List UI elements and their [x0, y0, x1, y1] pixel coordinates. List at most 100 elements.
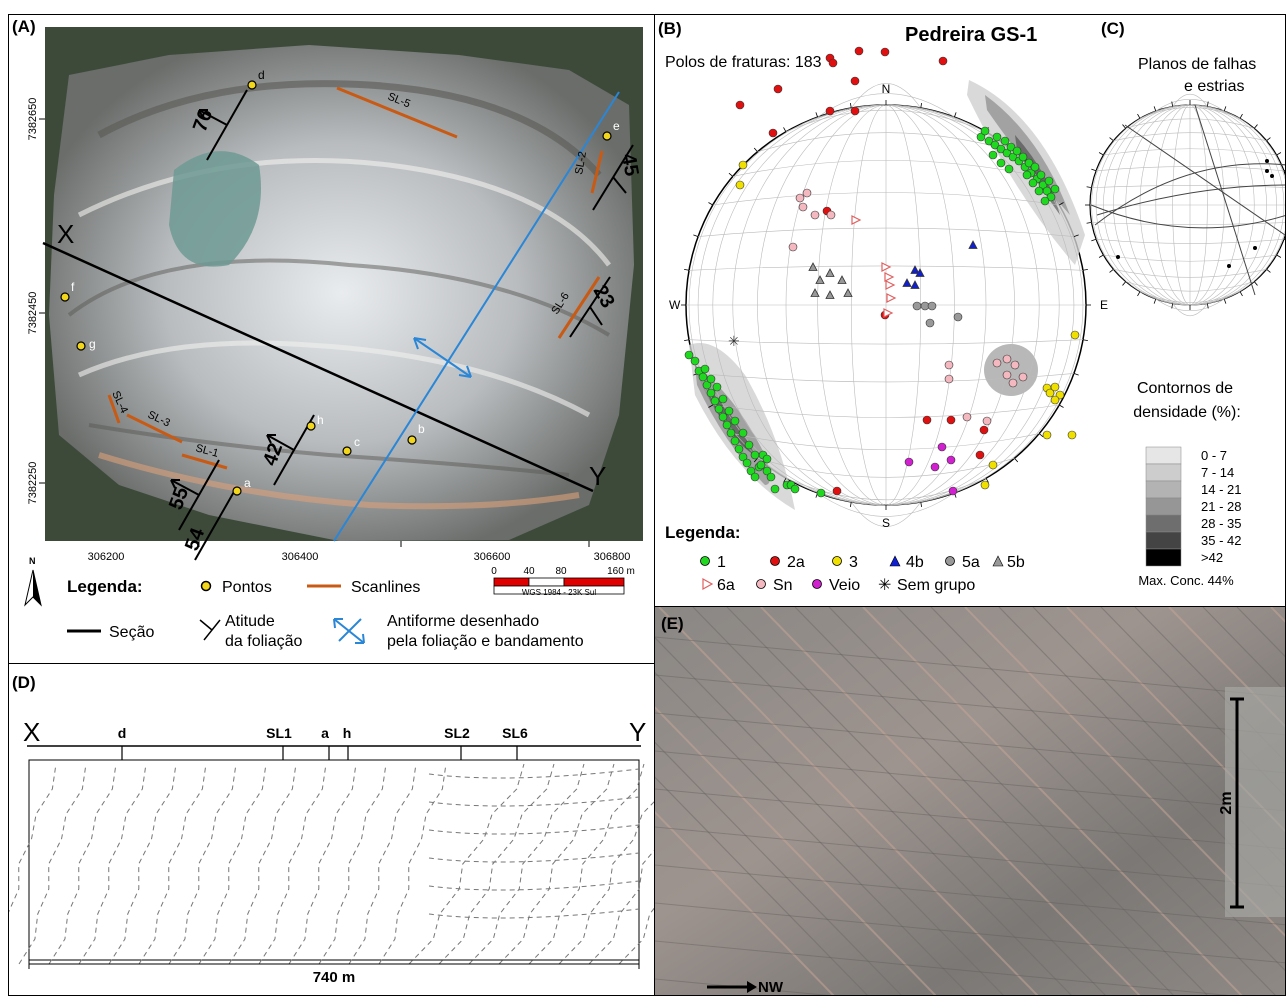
stereonet-north: N	[882, 82, 891, 96]
group-label: 2a	[787, 554, 805, 571]
legend-title: Legenda:	[67, 577, 143, 596]
panel-bc-stereonets: (B) Pedreira GS-1 Polos de fraturas: 183…	[654, 14, 1286, 607]
legend-points: Pontos	[222, 579, 272, 596]
poles-count: Polos de fraturas: 183	[665, 54, 822, 71]
section-end-label: Y	[589, 461, 606, 491]
x-tick: 306800	[594, 551, 631, 563]
cross-section-figure: (D) X Y d SL1 a h SL2 SL6 740 m	[9, 673, 654, 986]
scale-label: 2m	[1218, 791, 1235, 814]
legend-antiform-1: Antiforme desenhado	[387, 613, 539, 630]
section-marker: SL2	[444, 725, 470, 741]
x-tick: 306200	[88, 551, 125, 563]
scale-tick: 80	[555, 566, 567, 577]
direction-label: NW	[758, 979, 784, 996]
stereonet-west: W	[669, 298, 681, 312]
section-marker: SL6	[502, 725, 528, 741]
map-figure: 306200 306400 306600 306800 7382650 7382…	[24, 27, 643, 650]
group-label: Veio	[829, 577, 860, 594]
scanline-segments	[107, 86, 604, 470]
section-line	[42, 241, 594, 493]
scale-tick: 40	[523, 566, 535, 577]
panel-d-label: (D)	[12, 673, 36, 692]
groups-legend: 1 2a 3 4b 5a 5b 6a Sn Veio ✳ Sem grupo	[700, 554, 1025, 594]
stereonet-b-grid	[681, 83, 1091, 527]
section-marker: d	[118, 725, 127, 741]
panel-d-section: (D) X Y d SL1 a h SL2 SL6 740 m	[8, 663, 655, 996]
group-label: 5a	[962, 554, 980, 571]
group-label: 1	[717, 554, 726, 571]
stereonet-poles: ✳	[684, 46, 1080, 498]
density-classes: 0 - 7 7 - 14 14 - 21 21 - 28 28 - 35 35 - 42 >…	[1145, 446, 1241, 567]
panel-a-map: (A) 306200 306400 306600 306800 7382650	[8, 14, 655, 664]
group-label: 6a	[717, 577, 735, 594]
section-start-label: X	[57, 219, 74, 249]
y-tick: 7382650	[27, 98, 39, 141]
point-label: b	[418, 422, 425, 436]
density-class-label: 21 - 28	[1201, 499, 1241, 514]
panel-b-title: Pedreira GS-1	[905, 24, 1037, 46]
section-start: X	[23, 717, 40, 747]
scale-tick: 160 m	[607, 566, 635, 577]
pit-lake	[169, 151, 261, 267]
section-end: Y	[629, 717, 646, 747]
section-marker: a	[321, 725, 329, 741]
legend-point-symbol	[200, 580, 212, 592]
point-label: a	[244, 476, 251, 490]
map-points	[60, 80, 612, 496]
panel-b-label: (B)	[658, 19, 682, 38]
panel-a-label: (A)	[12, 17, 36, 36]
panel-e-label: (E)	[661, 614, 684, 633]
foliation-traces	[9, 763, 654, 965]
point-label: h	[317, 413, 324, 427]
legend-scanlines: Scanlines	[351, 579, 420, 596]
section-marker: SL1	[266, 725, 292, 741]
scanline-label: SL-2	[573, 151, 589, 176]
groups-legend-title: Legenda:	[665, 523, 741, 542]
group-label: Sem grupo	[897, 577, 975, 594]
north-arrow	[24, 569, 42, 607]
sem-grupo-symbol: ✳	[878, 577, 891, 594]
north-label: N	[29, 556, 36, 566]
density-class-label: 0 - 7	[1201, 448, 1227, 463]
point-label: g	[89, 337, 96, 351]
antiform-symbol	[413, 337, 472, 378]
section-marker: h	[343, 725, 352, 741]
scale-bar	[493, 577, 625, 595]
dip-label: 45	[617, 152, 643, 178]
panel-c-label: (C)	[1101, 19, 1125, 38]
legend-foliation-2: da foliação	[225, 633, 302, 650]
density-class-label: 28 - 35	[1201, 516, 1241, 531]
panel-c-title-2: e estrias	[1184, 78, 1244, 95]
x-tick: 306400	[282, 551, 319, 563]
panel-e-outcrop: 2m NW (E)	[654, 606, 1286, 996]
outcrop-photo: 2m NW (E)	[655, 607, 1285, 996]
x-tick: 306600	[474, 551, 511, 563]
panel-c-title-1: Planos de falhas	[1138, 56, 1256, 73]
stereonet-c	[1085, 93, 1285, 317]
point-label: d	[258, 68, 265, 82]
legend-foliation-1: Atitude	[225, 613, 275, 630]
legend-section: Seção	[109, 624, 154, 641]
antiform-axis	[333, 91, 620, 542]
legend-antiform-2: pela foliação e bandamento	[387, 633, 584, 650]
y-tick: 7382450	[27, 292, 39, 335]
section-box	[28, 759, 640, 961]
point-label: f	[71, 280, 75, 294]
density-class-label: 7 - 14	[1201, 465, 1234, 480]
group-label: 5b	[1007, 554, 1025, 571]
contours-title-2: densidade (%):	[1133, 404, 1241, 421]
density-class-label: 35 - 42	[1201, 533, 1241, 548]
section-length: 740 m	[313, 969, 356, 986]
y-tick: 7382250	[27, 462, 39, 505]
point-label: e	[613, 119, 620, 133]
max-concentration: Max. Conc. 44%	[1138, 573, 1234, 588]
point-label: c	[354, 435, 360, 449]
datum-label: WGS 1984 - 23K Sul	[522, 588, 596, 597]
legend-antiform-symbol	[333, 618, 365, 644]
stereonet-south: S	[882, 516, 890, 530]
group-label: 4b	[906, 554, 924, 571]
group-label: 3	[849, 554, 858, 571]
svg-text:✳: ✳	[728, 333, 740, 349]
contours-title-1: Contornos de	[1137, 380, 1233, 397]
density-class-label: 14 - 21	[1201, 482, 1241, 497]
